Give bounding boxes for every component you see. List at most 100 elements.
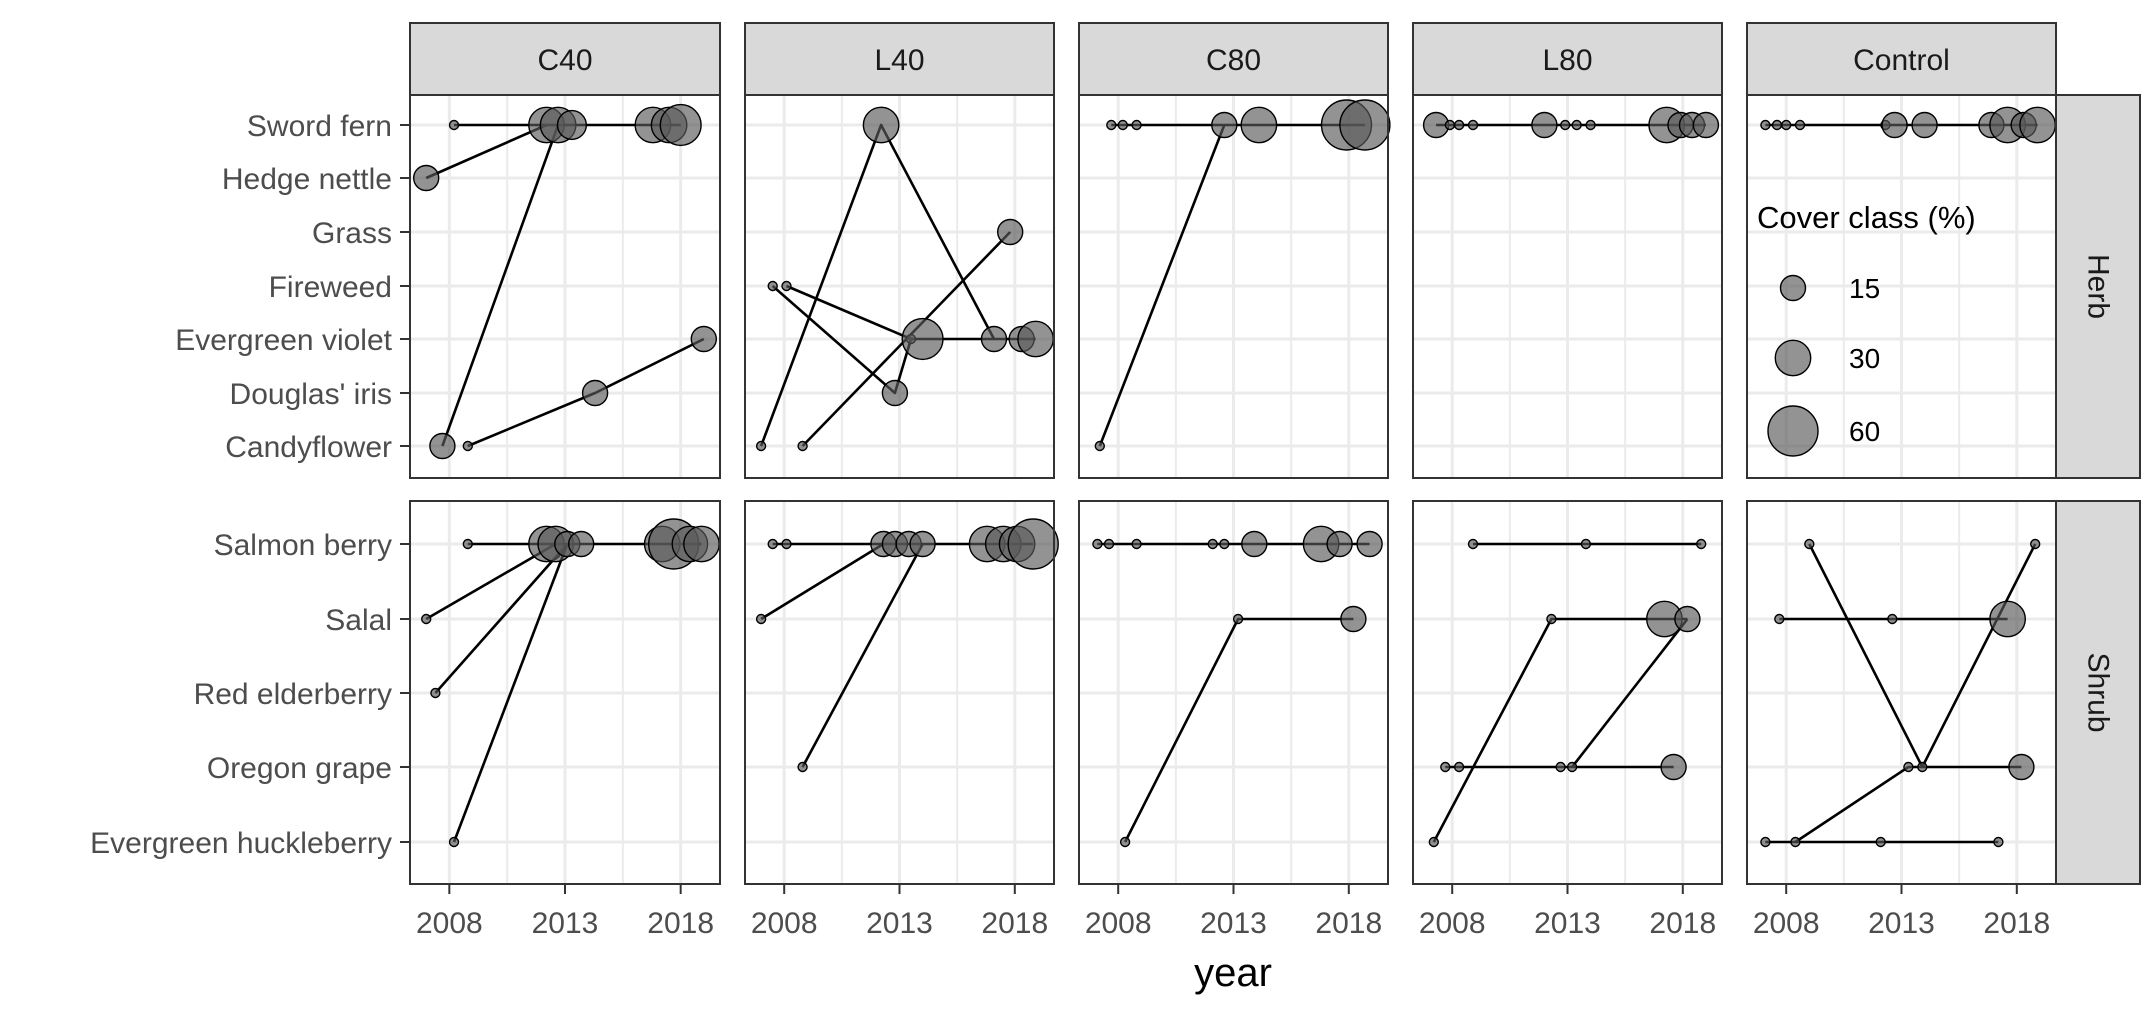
data-point-sword-fern xyxy=(1780,119,1792,131)
panel-border xyxy=(1412,94,1723,479)
data-point-evergreen-huckleberry xyxy=(448,836,460,848)
x-tick-label: 2013 xyxy=(1868,907,1935,940)
data-point-salal xyxy=(1340,605,1367,633)
y-tick-label: Oregon grape xyxy=(207,752,392,785)
data-point-oregon-grape xyxy=(1440,761,1451,773)
data-point-candyflower xyxy=(1094,440,1106,452)
data-point-salal xyxy=(421,613,432,625)
panel-c80-herb xyxy=(1079,95,1388,478)
legend-title: Cover class (%) xyxy=(1757,200,1976,235)
x-axis-title: year xyxy=(1194,951,1272,995)
data-point-oregon-grape xyxy=(1903,761,1914,773)
data-point-evergreen-huckleberry xyxy=(1993,836,2004,848)
data-point-oregon-grape xyxy=(1566,761,1578,773)
data-point-red-elderberry xyxy=(430,687,441,699)
data-point-sword-fern xyxy=(1453,119,1465,131)
data-point-evergreen-huckleberry xyxy=(1790,836,1801,848)
data-point-douglas-iris xyxy=(881,379,909,407)
panel-c40-herb xyxy=(410,95,720,478)
y-tick-label: Evergreen violet xyxy=(175,324,392,357)
strip-label: Control xyxy=(1853,44,1950,77)
data-point-salmon-berry xyxy=(462,538,473,550)
trajectory-line xyxy=(760,542,885,621)
data-point-sword-fern xyxy=(1467,119,1479,131)
strip-l40: L40 xyxy=(744,22,1055,96)
legend-label: 15 xyxy=(1849,273,1880,304)
data-point-candyflower xyxy=(462,440,473,452)
data-point-oregon-grape xyxy=(797,761,808,773)
panel-data-l40-herb xyxy=(755,106,1054,452)
data-point-salmon-berry xyxy=(568,530,595,558)
data-point-sword-fern xyxy=(1444,119,1456,131)
x-tick-label: 2013 xyxy=(866,907,933,940)
y-tick-label: Fireweed xyxy=(269,271,392,304)
panel-data-c80-shrub xyxy=(1092,525,1383,848)
strip-box xyxy=(2055,94,2141,479)
x-tick-label: 2008 xyxy=(416,907,483,940)
data-point-sword-fern xyxy=(1339,99,1391,151)
data-point-evergreen-violet xyxy=(901,317,944,361)
y-tick-label: Hedge nettle xyxy=(222,163,392,196)
data-point-salmon-berry xyxy=(1103,538,1115,550)
strip-box xyxy=(1078,22,1389,96)
strip-box xyxy=(1412,22,1723,96)
x-tick-label: 2008 xyxy=(1085,907,1152,940)
data-point-evergreen-huckleberry xyxy=(1760,836,1771,848)
data-point-salmon-berry xyxy=(1326,530,1353,558)
data-point-sword-fern xyxy=(1911,111,1938,139)
data-point-sword-fern xyxy=(1211,111,1238,139)
strip-c40: C40 xyxy=(409,22,721,96)
data-point-salal xyxy=(1232,613,1244,625)
panel-border xyxy=(1746,94,2057,479)
panel-data-c40-shrub xyxy=(421,518,720,848)
trajectory-line xyxy=(425,123,548,180)
data-point-salal xyxy=(1887,613,1898,625)
panel-data-l40-shrub xyxy=(755,518,1059,773)
data-point-oregon-grape xyxy=(1555,761,1566,773)
data-point-sword-fern xyxy=(1585,119,1596,131)
data-point-sword-fern xyxy=(1571,119,1582,131)
data-point-sword-fern xyxy=(862,106,900,144)
strip-box xyxy=(744,22,1055,96)
legend-key xyxy=(1779,274,1807,302)
strip-control: Control xyxy=(1746,22,2057,96)
strip-box xyxy=(2055,500,2141,885)
data-point-salmon-berry xyxy=(1695,538,1707,550)
data-point-candyflower xyxy=(429,432,456,460)
y-tick-label: Douglas' iris xyxy=(230,378,392,411)
panel-l80-herb xyxy=(1413,95,1722,478)
data-point-salmon-berry xyxy=(767,538,778,550)
x-tick-label: 2018 xyxy=(1983,907,2050,940)
legend-key xyxy=(1767,405,1819,457)
panel-data-c40-herb xyxy=(413,103,717,460)
trajectory-line xyxy=(434,543,569,694)
data-point-sword-fern xyxy=(1760,119,1771,131)
x-tick-label: 2018 xyxy=(1315,907,1382,940)
legend-label: 30 xyxy=(1849,343,1880,374)
trajectory-line xyxy=(452,543,569,843)
data-point-oregon-grape xyxy=(1917,761,1928,773)
x-tick-label: 2008 xyxy=(751,907,818,940)
data-point-salmon-berry xyxy=(781,538,792,550)
strip-shrub: Shrub xyxy=(2055,500,2141,885)
trajectory-line xyxy=(1098,124,1226,447)
data-point-sword-fern xyxy=(556,109,587,141)
data-point-douglas-iris xyxy=(581,379,609,407)
data-point-oregon-grape xyxy=(1453,761,1465,773)
data-point-sword-fern xyxy=(1881,111,1908,139)
data-point-salal xyxy=(1674,605,1701,633)
y-tick-label: Grass xyxy=(312,217,392,250)
x-tick-label: 2013 xyxy=(1534,907,1601,940)
data-point-fireweed xyxy=(781,280,792,292)
data-point-salal xyxy=(1989,600,2027,638)
legend-key xyxy=(1774,339,1812,377)
data-point-salmon-berry xyxy=(1131,538,1142,550)
data-point-salmon-berry xyxy=(1241,530,1268,558)
y-tick-label: Salal xyxy=(325,604,392,637)
y-tick-label: Evergreen huckleberry xyxy=(90,827,392,860)
data-point-oregon-grape xyxy=(1660,753,1687,781)
data-point-salal xyxy=(1546,613,1557,625)
data-point-sword-fern xyxy=(1106,119,1117,131)
